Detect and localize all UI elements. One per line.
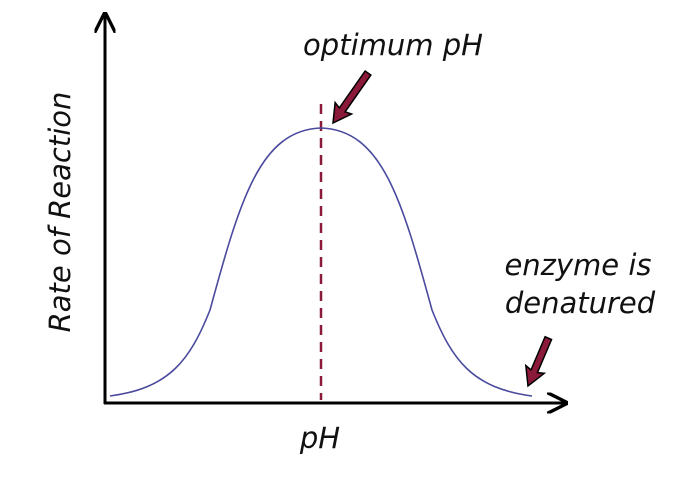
denatured-arrow: [524, 335, 553, 388]
optimum-arrow: [332, 69, 372, 125]
x-axis-label: pH: [299, 421, 340, 455]
y-axis-label: Rate of Reaction: [43, 92, 77, 333]
optimum-label: optimum pH: [303, 28, 483, 62]
denatured-label: denatured: [505, 286, 656, 320]
denatured-label: enzyme is: [504, 248, 651, 282]
rate-curve: [109, 127, 533, 397]
